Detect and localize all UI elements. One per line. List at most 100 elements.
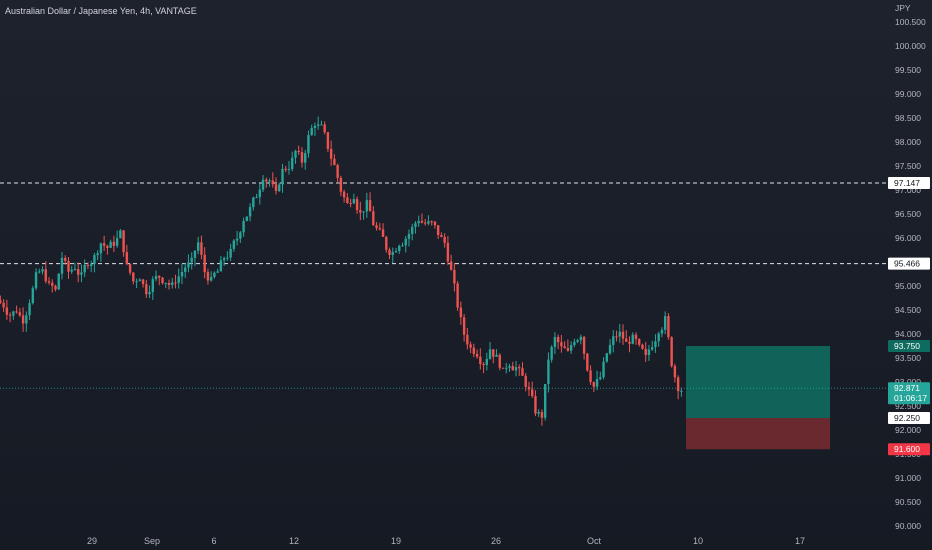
candle-body <box>381 229 385 237</box>
candle-body <box>304 153 307 163</box>
candle-body <box>184 267 187 272</box>
candle-body <box>346 197 349 204</box>
candle-body <box>543 383 547 418</box>
candle-body <box>320 124 323 126</box>
candle-body <box>336 165 339 178</box>
candle-body <box>307 135 310 154</box>
candle-body <box>313 125 317 128</box>
candle-body <box>151 279 154 292</box>
candle-body <box>440 235 443 237</box>
candle-body <box>60 257 64 274</box>
candle-body <box>566 348 570 351</box>
entry-tag: 92.250 <box>894 413 920 423</box>
candle-body <box>41 269 44 272</box>
candle-body <box>239 232 242 239</box>
candle-body <box>196 242 200 251</box>
candle-body <box>676 377 680 392</box>
candle-body <box>621 331 625 339</box>
price-tick: 96.000 <box>895 233 921 243</box>
candle-body <box>245 216 249 221</box>
price-tick: 98.000 <box>895 137 921 147</box>
candle-body <box>190 257 193 263</box>
candle-body <box>255 197 258 199</box>
candle-body <box>77 269 80 275</box>
candle-body <box>80 272 83 275</box>
candle-body <box>138 279 142 282</box>
candle-body <box>563 346 566 349</box>
candle-body <box>86 265 90 267</box>
candle-body <box>608 344 612 354</box>
candle-body <box>226 257 229 259</box>
time-tick: 29 <box>87 536 97 546</box>
candle-body <box>449 261 453 270</box>
candle-body <box>650 347 654 350</box>
candle-body <box>423 222 427 224</box>
candle-body <box>297 150 300 153</box>
candle-body <box>385 236 388 250</box>
candle-body <box>349 203 352 205</box>
candle-body <box>15 311 18 313</box>
candle-body <box>521 368 524 376</box>
candle-body <box>219 260 223 272</box>
candle-body <box>73 269 77 271</box>
candle-body <box>180 271 184 277</box>
candle-body <box>44 269 47 282</box>
candle-body <box>469 344 472 348</box>
candle-body <box>527 386 531 390</box>
time-tick: 19 <box>391 536 401 546</box>
long-position-tool[interactable] <box>686 346 830 450</box>
candle-body <box>2 302 5 308</box>
candle-body <box>352 199 356 204</box>
candle-body <box>171 282 174 285</box>
candle-body <box>200 242 203 255</box>
candle-body <box>323 124 326 133</box>
price-tick: 94.000 <box>895 329 921 339</box>
current-price-tag: 92.871 <box>894 383 920 393</box>
candle-body <box>158 275 161 278</box>
candle-body <box>644 348 647 356</box>
price-tick: 90.500 <box>895 497 921 507</box>
candle-body <box>550 346 553 360</box>
price-tick: 90.000 <box>895 521 921 531</box>
candle-body <box>326 132 330 150</box>
candle-body <box>274 184 278 191</box>
candle-body <box>362 211 365 213</box>
candle-body <box>122 230 125 253</box>
profit-zone[interactable] <box>686 346 830 418</box>
candle-body <box>430 221 433 223</box>
candle-body <box>177 276 180 283</box>
candle-body <box>235 238 239 241</box>
candle-body <box>411 226 414 234</box>
candle-body <box>25 315 28 324</box>
candle-body <box>657 333 660 342</box>
candle-body <box>115 238 119 246</box>
candle-body <box>281 168 284 185</box>
time-tick: 10 <box>693 536 703 546</box>
candle-body <box>595 379 599 387</box>
candle-body <box>586 353 589 371</box>
price-tick: 94.500 <box>895 305 921 315</box>
price-tick: 97.000 <box>895 185 921 195</box>
candle-body <box>203 254 206 273</box>
loss-zone[interactable] <box>686 418 830 450</box>
candle-body <box>378 228 381 230</box>
candle-body <box>54 285 57 290</box>
candle-body <box>329 149 333 159</box>
candle-body <box>475 353 479 357</box>
price-tick: 91.000 <box>895 473 921 483</box>
candle-body <box>453 269 456 284</box>
candle-body <box>466 334 469 345</box>
candle-body <box>132 272 135 282</box>
candle-body <box>634 334 638 340</box>
candle-body <box>388 249 391 255</box>
target-tag-bg <box>888 340 930 352</box>
candle-body <box>433 221 437 226</box>
candle-body <box>482 364 485 366</box>
candle-body <box>93 255 96 265</box>
candle-body <box>420 220 424 223</box>
time-axis[interactable]: 29 Sep 6 12 19 26 Oct 10 17 <box>87 536 805 546</box>
candle-body <box>508 366 511 368</box>
horizontal-lines[interactable] <box>0 182 886 389</box>
candle-body <box>47 281 51 283</box>
